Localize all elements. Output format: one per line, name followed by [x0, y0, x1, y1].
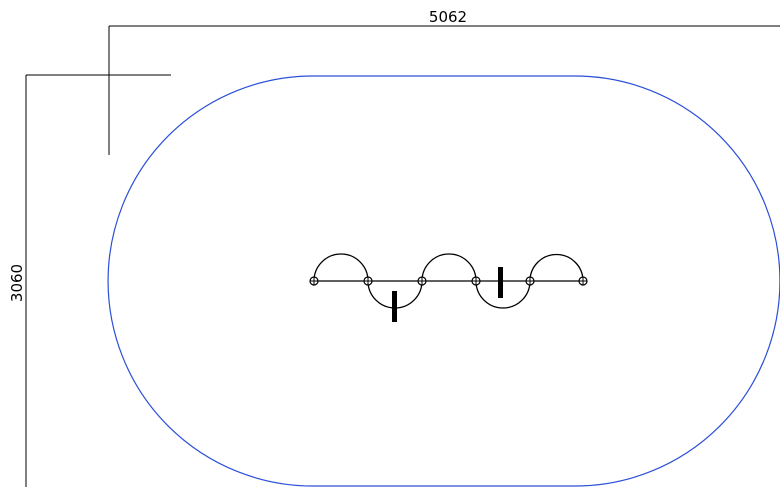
height-dimension: 3060: [8, 74, 171, 487]
width-dimension-label: 5062: [429, 8, 467, 26]
node-4: [471, 276, 481, 286]
post-2: [498, 267, 503, 298]
node-3: [417, 276, 427, 286]
lower-arc-2: [475, 280, 531, 309]
node-1: [309, 276, 319, 286]
width-dimension: 5062: [108, 8, 780, 155]
upper-arc-1: [313, 253, 369, 282]
height-dimension-label: 3060: [8, 264, 26, 302]
node-6: [578, 276, 588, 286]
upper-arc-2: [421, 253, 477, 282]
upper-arc-3: [529, 253, 584, 282]
stadium-boundary-outline: [107, 75, 780, 487]
post-1: [392, 291, 397, 322]
node-5: [525, 276, 535, 286]
node-2: [363, 276, 373, 286]
equipment-assembly: [309, 253, 588, 322]
